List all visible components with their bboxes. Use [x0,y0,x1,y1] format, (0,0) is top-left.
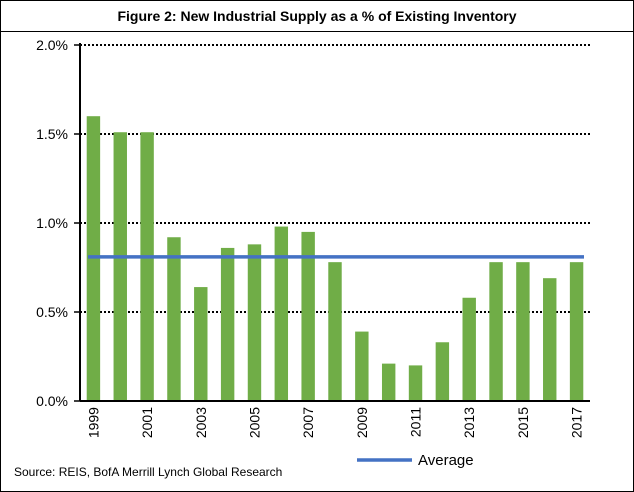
bar [167,237,181,401]
bar [408,365,423,401]
bar [381,363,396,401]
bar [355,331,369,401]
x-tick-label: 2013 [461,407,477,438]
bar [247,244,262,401]
legend: Average [357,452,474,469]
bar [113,132,127,401]
bars [86,116,584,401]
chart-title: Figure 2: New Industrial Supply as a % o… [1,1,633,32]
bar [462,297,476,401]
y-tick-label: 1.0% [36,215,68,231]
bar [220,247,235,401]
x-tick-label: 2011 [408,407,424,437]
bar [435,342,450,401]
bar [489,262,503,401]
bar [194,287,208,401]
axes [74,43,590,402]
x-tick-label: 2003 [193,407,209,438]
bar [140,132,154,401]
x-tick-label: 2001 [139,407,155,438]
x-tick-label: 2007 [300,407,316,438]
y-tick-label: 2.0% [36,37,68,53]
x-tick-labels: 1999 2001 2003 2005 2007 2009 2011 2013 2015 2017 [85,407,584,438]
bar [86,116,101,401]
y-tick-label: 0.0% [36,393,68,409]
x-tick-label: 2015 [515,407,531,438]
bar [274,226,289,401]
x-tick-label: 2009 [354,407,370,438]
bar [543,278,557,401]
x-tick-label: 2017 [569,407,585,438]
x-tick-label: 1999 [85,407,101,438]
y-tick-label: 1.5% [36,126,68,142]
legend-label-average: Average [418,452,474,469]
source-note: Source: REIS, BofA Merrill Lynch Global … [14,465,283,479]
y-tick-label: 0.5% [36,304,68,320]
bar [516,262,530,401]
x-tick-label: 2005 [246,407,262,438]
bar [328,262,342,401]
bar [569,262,584,401]
y-tick-labels: 0.0% 0.5% 1.0% 1.5% 2.0% [36,37,68,409]
grid-lines [80,44,590,313]
bar [301,231,315,401]
